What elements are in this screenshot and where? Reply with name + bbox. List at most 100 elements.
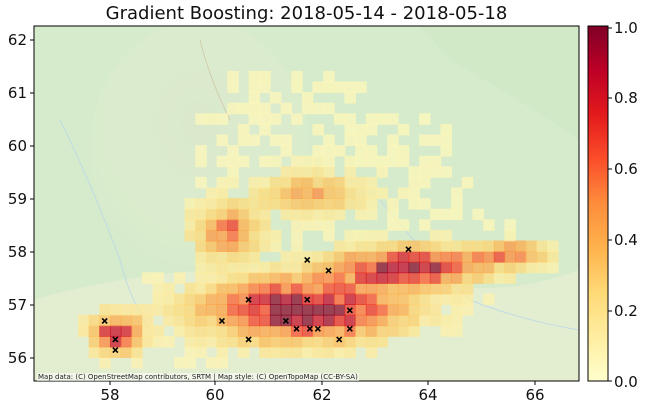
probability-cell — [323, 282, 335, 295]
probability-cell — [365, 123, 378, 136]
probability-cell — [301, 155, 314, 168]
probability-cell — [174, 357, 186, 369]
probability-cell — [376, 229, 388, 242]
probability-cell — [387, 261, 399, 274]
probability-cell — [312, 81, 324, 93]
probability-cell — [248, 92, 261, 104]
probability-cell — [248, 304, 261, 316]
probability-cell — [195, 314, 207, 327]
probability-cell — [333, 293, 346, 305]
probability-cell — [227, 166, 239, 178]
probability-cell — [547, 240, 559, 252]
probability-cell — [376, 304, 388, 316]
probability-cell — [269, 293, 282, 305]
probability-cell — [99, 346, 111, 358]
probability-cell — [259, 261, 271, 274]
probability-cell — [397, 282, 410, 295]
probability-cell — [237, 102, 250, 115]
probability-cell — [504, 261, 516, 274]
probability-cell — [429, 208, 442, 221]
y-tick: 60 — [8, 137, 34, 155]
probability-cell — [205, 335, 218, 348]
x-tick-label: 58 — [100, 386, 119, 404]
probability-cell — [408, 304, 420, 316]
probability-cell — [195, 208, 207, 221]
probability-cell — [312, 335, 324, 348]
probability-cell — [323, 304, 335, 316]
probability-cell — [451, 282, 463, 295]
probability-cell — [312, 208, 324, 221]
probability-cell — [269, 335, 282, 348]
probability-cell — [280, 145, 293, 157]
probability-cell — [344, 261, 356, 274]
probability-cell — [376, 293, 388, 305]
probability-cell — [205, 314, 218, 327]
probability-cell — [110, 325, 122, 337]
probability-cell — [88, 314, 101, 327]
probability-cell — [174, 293, 186, 305]
probability-cell — [451, 240, 463, 252]
probability-cell — [461, 282, 474, 295]
probability-cell — [355, 208, 367, 221]
probability-cell — [301, 335, 314, 348]
probability-cell — [216, 325, 229, 337]
probability-cell — [376, 251, 388, 263]
probability-cell — [99, 335, 111, 348]
probability-cell — [472, 208, 484, 221]
probability-cell — [515, 251, 527, 263]
fire-marker — [218, 317, 225, 324]
probability-cell — [419, 293, 431, 305]
probability-cell — [355, 304, 367, 316]
probability-cell — [291, 314, 303, 327]
probability-cell — [152, 293, 165, 305]
y-tick: 56 — [8, 349, 34, 367]
colorbar-tick: 0.2 — [608, 302, 638, 320]
probability-cell — [259, 293, 271, 305]
probability-cell — [483, 293, 495, 305]
probability-cell — [280, 261, 293, 274]
probability-cell — [259, 176, 271, 189]
probability-cell — [365, 113, 378, 125]
probability-cell — [408, 187, 420, 199]
probability-cell — [312, 325, 324, 337]
x-tick: 64 — [418, 381, 438, 404]
probability-cell — [440, 208, 452, 221]
probability-cell — [472, 261, 484, 274]
probability-cell — [355, 198, 367, 210]
probability-cell — [344, 187, 356, 199]
probability-cell — [195, 176, 207, 189]
probability-cell — [301, 92, 314, 104]
probability-cell — [376, 335, 388, 348]
probability-cell — [195, 113, 207, 125]
probability-cell — [419, 282, 431, 295]
probability-cell — [397, 187, 410, 199]
probability-cell — [280, 272, 293, 284]
probability-cell — [461, 240, 474, 252]
probability-cell — [365, 293, 378, 305]
probability-cell — [269, 272, 282, 284]
probability-cell — [291, 219, 303, 231]
x-tick: 62 — [312, 381, 332, 404]
probability-cell — [355, 134, 367, 146]
map-frame — [33, 25, 580, 382]
probability-cell — [547, 251, 559, 263]
probability-cell — [525, 261, 538, 274]
probability-cell — [440, 240, 452, 252]
colorbar-tick: 0.0 — [608, 373, 638, 391]
probability-cell — [195, 251, 207, 263]
probability-cell — [429, 134, 442, 146]
probability-cell — [536, 261, 548, 274]
probability-cell — [376, 261, 388, 274]
probability-cell — [237, 229, 250, 242]
probability-cell — [227, 81, 239, 93]
probability-cell — [142, 335, 154, 348]
probability-cell — [291, 155, 303, 168]
probability-cell — [312, 198, 324, 210]
probability-cell — [88, 335, 101, 348]
probability-cell — [216, 261, 229, 274]
probability-cell — [248, 314, 261, 327]
probability-cell — [333, 335, 346, 348]
probability-cell — [227, 272, 239, 284]
fire-marker — [112, 346, 119, 354]
probability-cell — [376, 113, 388, 125]
